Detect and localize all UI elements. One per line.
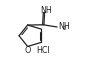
Text: O: O bbox=[24, 46, 31, 55]
Text: NH: NH bbox=[40, 6, 52, 15]
Text: 2: 2 bbox=[62, 26, 66, 31]
Text: NH: NH bbox=[58, 22, 70, 31]
Text: HCl: HCl bbox=[36, 46, 50, 55]
